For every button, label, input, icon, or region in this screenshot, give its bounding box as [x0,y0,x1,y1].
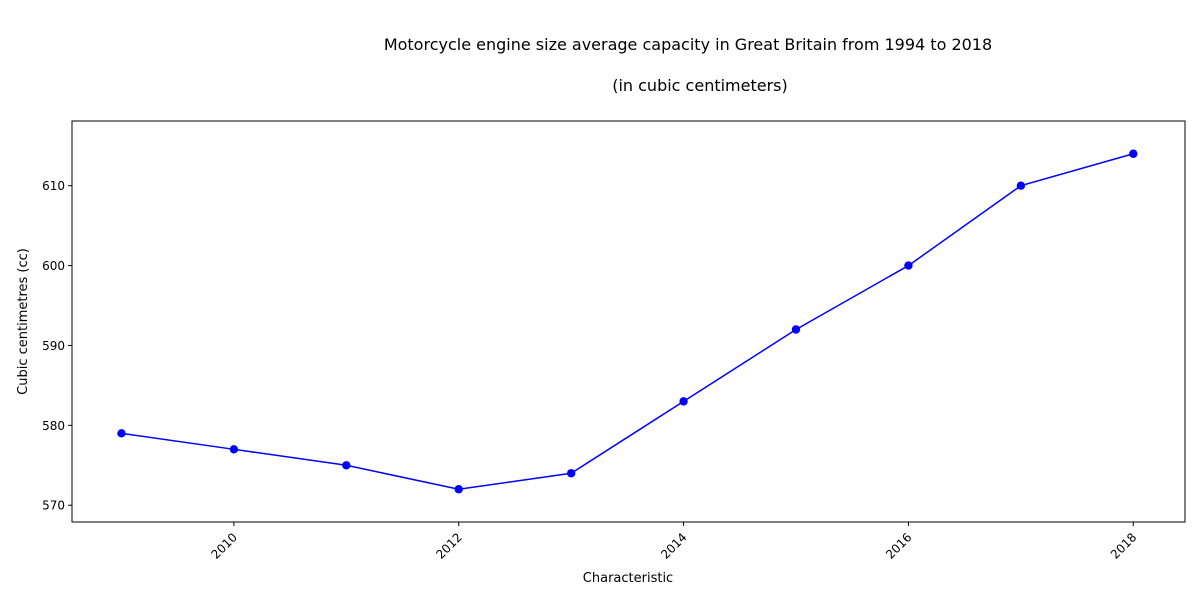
data-point [679,397,688,406]
chart-subtitle: (in cubic centimeters) [612,76,788,95]
x-axis-label: Characteristic [583,571,673,586]
chart-title: Motorcycle engine size average capacity … [384,35,992,54]
series-line [121,153,1134,491]
y-tick-label: 600 [42,259,65,273]
series-layer [117,149,1138,494]
y-tick-label: 570 [42,499,65,513]
data-point [566,469,576,478]
x-tick-label: 2018 [1108,530,1139,561]
data-point [1016,181,1026,190]
x-tick-label: 2016 [883,530,914,561]
y-tick-label: 610 [42,179,65,193]
data-point [342,461,351,470]
y-axis-label: Cubic centimetres (cc) [16,248,31,395]
data-point [229,445,239,454]
y-tick-label: 580 [42,419,65,433]
data-point [454,485,463,494]
data-point [117,429,126,438]
x-axis-ticks: 2010 2012 2014 2016 2018 [209,522,1139,562]
x-tick-label: 2010 [209,530,240,561]
data-point [1129,149,1138,158]
x-tick-label: 2012 [433,530,464,561]
data-point [791,325,801,334]
x-tick-label: 2014 [658,530,689,561]
plot-area-frame [71,120,1186,523]
y-tick-label: 590 [42,339,65,353]
y-axis-ticks: 570 580 590 600 610 [42,179,72,513]
data-point [904,261,913,270]
